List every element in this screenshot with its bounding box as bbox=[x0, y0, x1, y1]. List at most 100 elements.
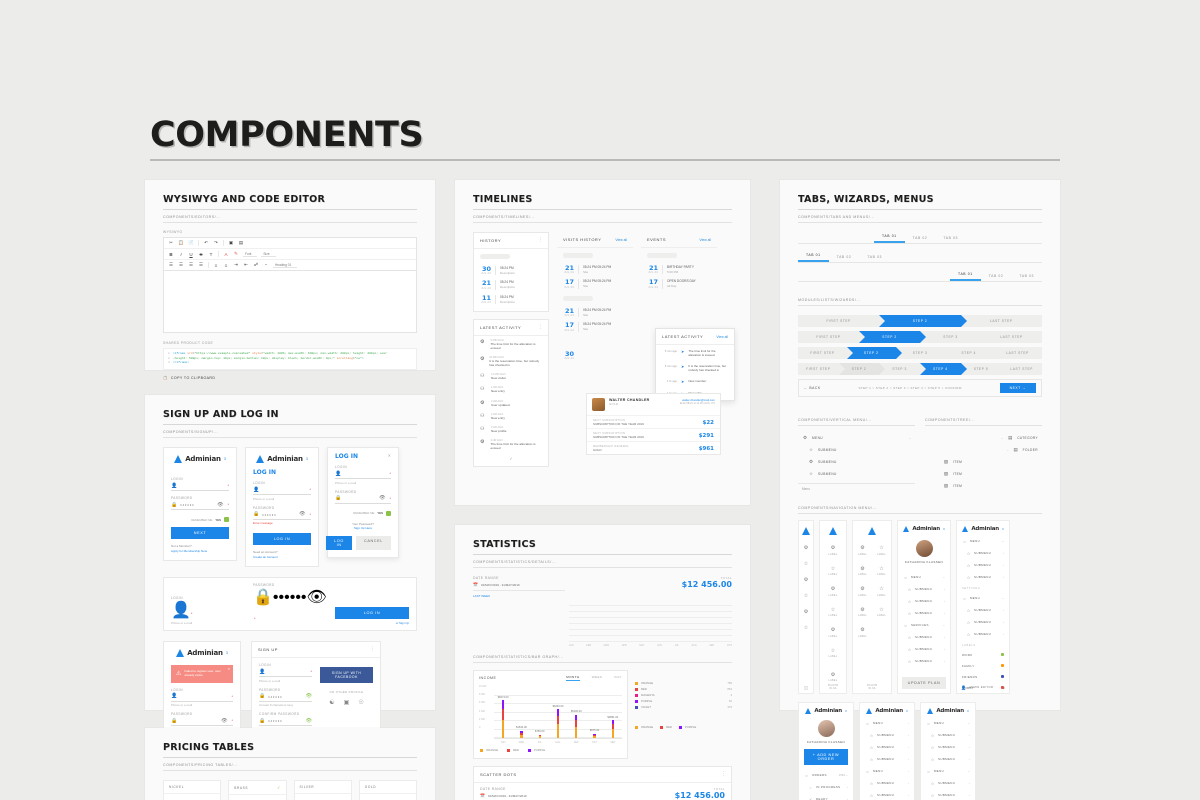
income-tab-2[interactable]: WEEK bbox=[591, 675, 603, 679]
nav-submenu-item[interactable]: ☆ SUBMENU › bbox=[898, 583, 950, 595]
nav-submenu-item[interactable]: ☆ SUBMENU › bbox=[860, 741, 914, 753]
eye-icon[interactable]: 👁 bbox=[217, 501, 224, 508]
chevron-down-icon[interactable]: › bbox=[1003, 632, 1004, 636]
password-field[interactable]: PASSWORD 🔒•••••• 👁* bbox=[171, 496, 229, 510]
member-email[interactable]: walter.chandler@mail.com bbox=[682, 398, 715, 402]
date-range-picker[interactable]: 📅 01/MAY/2019 - 31/MAY/2019 bbox=[480, 793, 527, 798]
chevron-down-icon[interactable]: › bbox=[908, 733, 909, 737]
more-options-icon[interactable]: ⋮ bbox=[538, 237, 543, 243]
chevron-down-icon[interactable]: › bbox=[1003, 563, 1004, 567]
chevron-down-icon[interactable]: › bbox=[944, 599, 945, 604]
eye-icon[interactable]: 👁 bbox=[306, 589, 327, 606]
nav-item[interactable]: ☆ LABEL bbox=[820, 561, 846, 582]
wizard-next-button[interactable]: NEXT → bbox=[999, 383, 1036, 393]
strikethrough-icon[interactable]: S bbox=[199, 251, 203, 257]
login-field[interactable]: LOGIN 👤 * Phone or e-mail bbox=[253, 481, 311, 501]
linkedin-icon[interactable]: ☉ bbox=[358, 700, 364, 706]
copy-icon[interactable]: 📋 bbox=[178, 240, 184, 245]
wizard-step[interactable]: STEP 4 bbox=[944, 347, 999, 359]
nav-item[interactable]: ☆ LABEL bbox=[872, 540, 891, 561]
paste-icon[interactable]: 📄 bbox=[188, 240, 194, 245]
text-color-icon[interactable]: A bbox=[224, 251, 228, 257]
chevron-down-icon[interactable]: ⌄ bbox=[1001, 539, 1004, 543]
tabbar-right[interactable]: TAB 01 TAB 02 TAB 03 bbox=[798, 269, 1042, 282]
number-list-icon[interactable]: ≡ bbox=[224, 262, 228, 268]
tab-3[interactable]: TAB 03 bbox=[943, 236, 958, 240]
income-tabs[interactable]: MONTH WEEK DAY bbox=[566, 675, 622, 681]
nav-rail-grid[interactable]: ⚙ LABEL ☆ LABEL ⚙ LABEL ☆ LABEL ⚙ LABEL ☆ LABEL ⚙ LAB… bbox=[852, 520, 892, 694]
add-new-order-button[interactable]: + ADD NEW ORDER bbox=[804, 749, 848, 766]
chevron-down-icon[interactable]: › bbox=[908, 781, 909, 785]
nav-submenu-item[interactable]: ☆ SUBMENU › bbox=[957, 604, 1009, 616]
wizard-step[interactable]: LAST STEP bbox=[1001, 363, 1043, 375]
nav-submenu-item[interactable]: ☆ SUBMENU › bbox=[957, 628, 1009, 640]
underline-icon[interactable]: U bbox=[189, 251, 193, 257]
wizard-step[interactable]: STEP 4 bbox=[920, 363, 967, 375]
remember-me-row[interactable]: REMEMBER ME YES bbox=[335, 510, 391, 516]
tab-1[interactable]: TAB 01 bbox=[950, 272, 981, 281]
nav-order-item[interactable]: ✓ READY › bbox=[799, 793, 853, 800]
tree-view[interactable]: − ▤ Category − ▤ Folder ▧ Item ▧ Item ▧ Item bbox=[925, 432, 1042, 492]
nav-submenu-item[interactable]: ☆ SUBMENU › bbox=[921, 753, 975, 765]
nav-submenu-item[interactable]: ☆ SUBMENU › bbox=[860, 789, 914, 800]
align-left-icon[interactable]: ☰ bbox=[168, 262, 174, 267]
nav-item[interactable]: ⚙ LABEL bbox=[820, 540, 846, 561]
nav-item[interactable]: ⚙ LABEL bbox=[853, 602, 872, 623]
view-all-link[interactable]: View all bbox=[699, 237, 711, 242]
quote-icon[interactable]: ” bbox=[265, 262, 267, 268]
chevron-down-icon[interactable]: › bbox=[944, 635, 945, 640]
chevron-down-icon[interactable]: › bbox=[847, 797, 848, 800]
apply-membership-link[interactable]: Apply for Membership Now bbox=[171, 549, 208, 553]
tree-item[interactable]: − ▤ Folder bbox=[925, 444, 1042, 456]
chevron-down-icon[interactable]: › bbox=[969, 745, 970, 749]
nav-item[interactable]: ☆ LABEL bbox=[820, 602, 846, 623]
nav-menu-header[interactable]: ○ SERVICES ⌄ bbox=[898, 619, 950, 631]
chevron-down-icon[interactable]: ⌄ bbox=[967, 769, 970, 773]
vmenu-item[interactable]: ☆ Submenu bbox=[798, 468, 915, 480]
more-options-icon[interactable]: ⋮ bbox=[538, 323, 543, 330]
last-week-link[interactable]: LAST WEEK bbox=[473, 594, 491, 598]
toggle-switch[interactable] bbox=[224, 517, 229, 522]
chevron-down-icon[interactable]: › bbox=[944, 587, 945, 592]
wizard-step[interactable]: FIRST STEP bbox=[798, 315, 886, 327]
nav-submenu-item[interactable]: ☆ SUBMENU › bbox=[898, 595, 950, 607]
font-select[interactable]: Font bbox=[243, 252, 258, 257]
income-tab-3[interactable]: DAY bbox=[614, 675, 622, 679]
chevron-down-icon[interactable]: › bbox=[944, 647, 945, 652]
chevron-down-icon[interactable]: › bbox=[944, 659, 945, 664]
nav-submenu-item[interactable]: ☆ SUBMENU › bbox=[921, 729, 975, 741]
nav-sidebar-menus-a[interactable]: Adminian 3 ○ MENU › ☆ SUBMENU › ☆ SUBMENU › ☆ SUBME… bbox=[859, 702, 915, 800]
nav-submenu-item[interactable]: ☆ SUBMENU › bbox=[957, 616, 1009, 628]
confirm-password-field[interactable]: CONFIRM PASSWORD 🔒 •••••• 👁 bbox=[259, 712, 312, 726]
login-field[interactable]: LOGIN 👤 * Phone or e-mail bbox=[171, 688, 233, 707]
wizard-back-button[interactable]: ← BACK bbox=[804, 386, 821, 390]
inline-login-button[interactable]: LOG IN bbox=[335, 607, 409, 619]
login-field[interactable]: LOGIN 👤 * Phone or e-mail bbox=[259, 663, 312, 683]
or-signup-link[interactable]: or Sign Up bbox=[395, 621, 409, 625]
nav-sidebar-profile[interactable]: Adminian 3 KATHARINA KLASSEN ○ MENU ⌄ ☆ SUBME… bbox=[897, 520, 951, 694]
nav-item[interactable]: ☆ LABEL bbox=[820, 643, 846, 664]
wizard-step[interactable]: FIRST STEP bbox=[798, 331, 865, 343]
login-field[interactable]: LOGIN 👤 * Phone or e-mail bbox=[335, 465, 391, 485]
bullet-list-icon[interactable]: ≡ bbox=[214, 262, 218, 268]
wizard-step[interactable]: LAST STEP bbox=[960, 315, 1042, 327]
nav-submenu-item[interactable]: ☆ SUBMENU › bbox=[898, 607, 950, 619]
nav-item[interactable]: ☆ bbox=[799, 556, 813, 572]
vmenu-item[interactable]: ☆ Submenu bbox=[798, 444, 915, 456]
nav-menu-header[interactable]: ○ MENU ⌄ bbox=[898, 571, 950, 583]
more-options-icon[interactable]: ⋮ bbox=[721, 771, 726, 777]
copy-to-clipboard-button[interactable]: 📋 COPY TO CLIPBOARD bbox=[163, 376, 417, 380]
close-icon[interactable]: ✕ bbox=[387, 453, 391, 458]
wizard-step[interactable]: STEP 2 bbox=[859, 331, 926, 343]
tab-3[interactable]: TAB 03 bbox=[1019, 274, 1034, 278]
nav-submenu-item[interactable]: ☆ SUBMENU › bbox=[898, 655, 950, 667]
wizard-step[interactable]: LAST STEP bbox=[981, 331, 1042, 343]
nav-menu-header[interactable]: ○ MENU ⌄ bbox=[921, 765, 975, 777]
chevron-down-icon[interactable]: › bbox=[1003, 575, 1004, 579]
nav-submenu-item[interactable]: ☆ SUBMENU › bbox=[860, 753, 914, 765]
indent-icon[interactable]: ⇥ bbox=[234, 262, 238, 267]
editor-toolbar[interactable]: ✂ 📋 📄 ↶ ↷ ▣ ▤ B I U S T A bbox=[163, 237, 417, 271]
nav-submenu-item[interactable]: ☆ SUBMENU › bbox=[860, 729, 914, 741]
update-plan-button[interactable]: UPDATE PLAN bbox=[902, 677, 946, 689]
wizard-step[interactable]: STEP 3 bbox=[879, 363, 926, 375]
